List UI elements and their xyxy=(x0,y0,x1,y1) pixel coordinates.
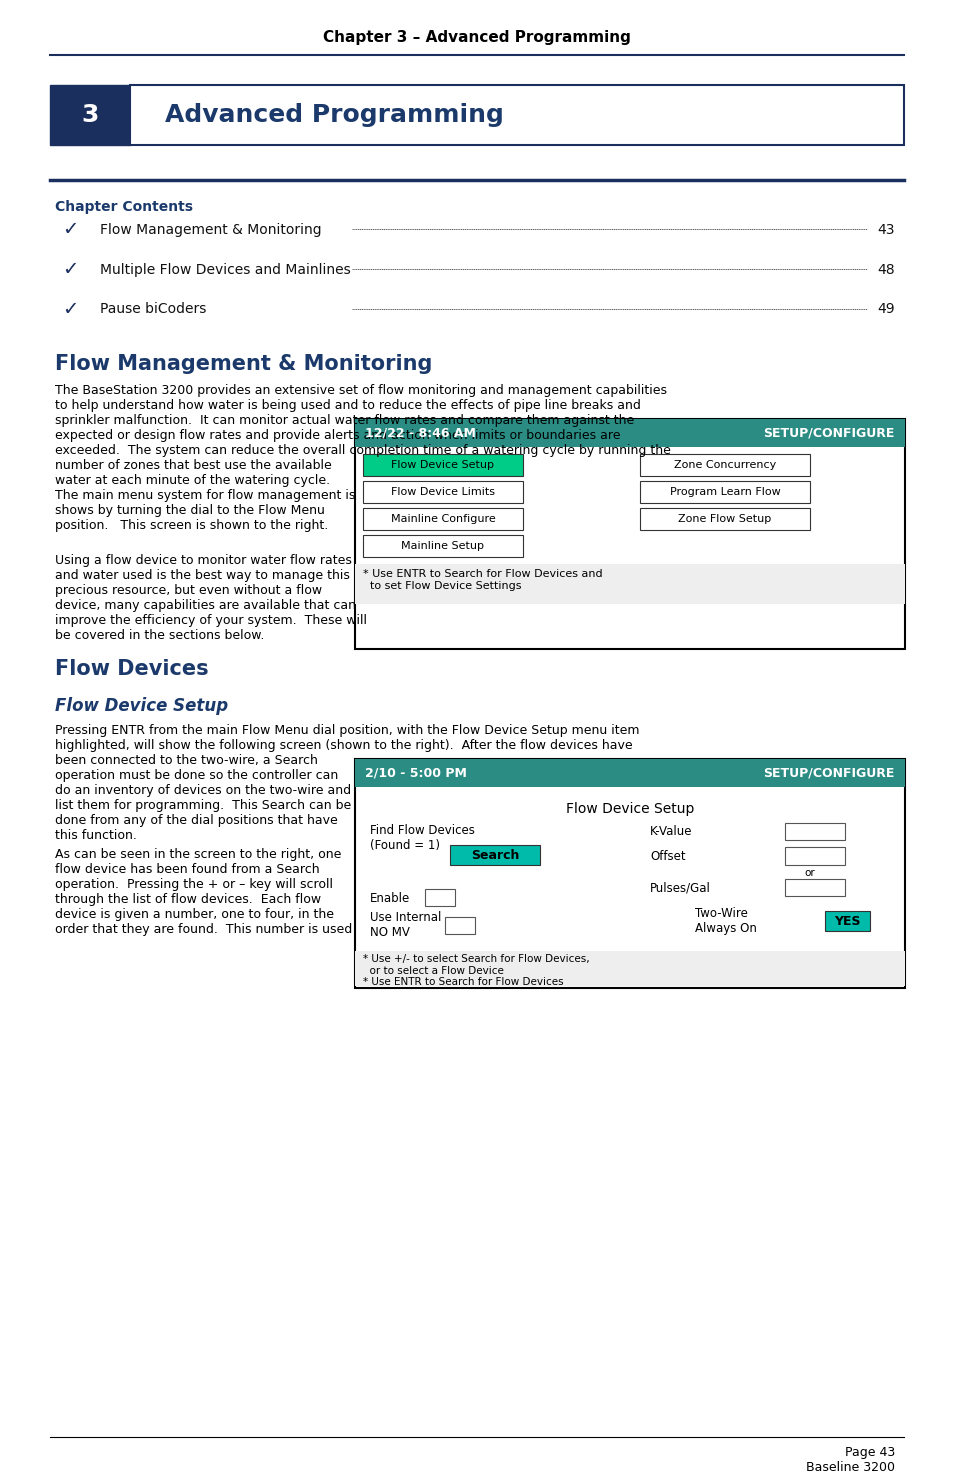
Text: water at each minute of the watering cycle.: water at each minute of the watering cyc… xyxy=(55,473,330,487)
Text: 48: 48 xyxy=(877,263,894,276)
Bar xyxy=(639,507,809,530)
Bar xyxy=(450,845,539,866)
Text: improve the efficiency of your system.  These will: improve the efficiency of your system. T… xyxy=(55,614,367,627)
Text: exceeded.  The system can reduce the overall completion time of a watering cycle: exceeded. The system can reduce the over… xyxy=(55,444,670,457)
Text: Two-Wire
Always On: Two-Wire Always On xyxy=(695,907,756,935)
Bar xyxy=(639,481,809,503)
Text: been connected to the two-wire, a Search: been connected to the two-wire, a Search xyxy=(55,754,317,767)
Text: SETUP/CONFIGURE: SETUP/CONFIGURE xyxy=(762,766,894,779)
Text: or: or xyxy=(803,869,815,879)
Text: this function.: this function. xyxy=(55,829,136,842)
Text: flow device has been found from a Search: flow device has been found from a Search xyxy=(55,863,319,876)
Bar xyxy=(784,823,844,841)
Text: Search: Search xyxy=(471,850,518,861)
Text: and water used is the best way to manage this: and water used is the best way to manage… xyxy=(55,569,350,583)
Bar xyxy=(363,481,522,503)
Bar xyxy=(130,86,903,145)
Text: done from any of the dial positions that have: done from any of the dial positions that… xyxy=(55,814,337,826)
Text: Flow Device Setup: Flow Device Setup xyxy=(55,696,228,715)
Bar xyxy=(784,848,844,866)
Bar xyxy=(424,889,455,906)
Text: As can be seen in the screen to the right, one: As can be seen in the screen to the righ… xyxy=(55,848,341,861)
Text: Flow Device Setup: Flow Device Setup xyxy=(565,801,694,816)
Text: through the list of flow devices.  Each flow: through the list of flow devices. Each f… xyxy=(55,894,321,907)
Text: 43: 43 xyxy=(877,223,894,236)
Text: expected or design flow rates and provide alerts and action when limits or bound: expected or design flow rates and provid… xyxy=(55,429,619,442)
Text: be covered in the sections below.: be covered in the sections below. xyxy=(55,628,264,642)
Text: to help understand how water is being used and to reduce the effects of pipe lin: to help understand how water is being us… xyxy=(55,400,640,413)
Text: ✓: ✓ xyxy=(62,260,78,279)
Text: Advanced Programming: Advanced Programming xyxy=(165,103,503,127)
Text: ✓: ✓ xyxy=(62,220,78,239)
Bar xyxy=(363,535,522,558)
Text: Page 43: Page 43 xyxy=(843,1446,894,1459)
Text: Program Learn Flow: Program Learn Flow xyxy=(669,487,780,497)
Bar xyxy=(355,758,904,786)
Text: * Use +/- to select Search for Flow Devices,
  or to select a Flow Device
* Use : * Use +/- to select Search for Flow Devi… xyxy=(363,954,589,987)
Text: Use Internal
NO MV: Use Internal NO MV xyxy=(370,912,441,940)
Text: Flow Device Setup: Flow Device Setup xyxy=(391,460,494,471)
Text: Mainline Setup: Mainline Setup xyxy=(401,541,484,552)
Text: position.   This screen is shown to the right.: position. This screen is shown to the ri… xyxy=(55,519,328,532)
Text: list them for programming.  This Search can be: list them for programming. This Search c… xyxy=(55,798,351,811)
Text: shows by turning the dial to the Flow Menu: shows by turning the dial to the Flow Me… xyxy=(55,504,325,518)
Text: The main menu system for flow management is: The main menu system for flow management… xyxy=(55,490,355,502)
Text: Flow Management & Monitoring: Flow Management & Monitoring xyxy=(55,354,432,375)
Text: Offset: Offset xyxy=(649,850,685,863)
Text: Pressing ENTR from the main Flow Menu dial position, with the Flow Device Setup : Pressing ENTR from the main Flow Menu di… xyxy=(55,724,639,736)
Bar xyxy=(639,454,809,476)
Text: operation.  Pressing the + or – key will scroll: operation. Pressing the + or – key will … xyxy=(55,879,333,891)
Text: * Use ENTR to Search for Flow Devices and
  to set Flow Device Settings: * Use ENTR to Search for Flow Devices an… xyxy=(363,569,602,590)
Text: 2/10 - 5:00 PM: 2/10 - 5:00 PM xyxy=(365,766,466,779)
Text: Chapter 3 – Advanced Programming: Chapter 3 – Advanced Programming xyxy=(323,31,630,46)
Text: Flow Devices: Flow Devices xyxy=(55,659,209,679)
Bar xyxy=(50,86,130,145)
Bar xyxy=(355,951,904,987)
Bar xyxy=(355,419,904,649)
Text: Baseline 3200: Baseline 3200 xyxy=(805,1460,894,1474)
Text: device is given a number, one to four, in the: device is given a number, one to four, i… xyxy=(55,909,334,922)
Text: order that they are found.  This number is used: order that they are found. This number i… xyxy=(55,923,352,937)
Text: Enable: Enable xyxy=(370,892,410,904)
Text: Multiple Flow Devices and Mainlines: Multiple Flow Devices and Mainlines xyxy=(100,263,351,276)
Text: The BaseStation 3200 provides an extensive set of flow monitoring and management: The BaseStation 3200 provides an extensi… xyxy=(55,385,666,397)
Text: precious resource, but even without a flow: precious resource, but even without a fl… xyxy=(55,584,322,597)
Text: Mainline Configure: Mainline Configure xyxy=(390,515,495,524)
Text: highlighted, will show the following screen (shown to the right).  After the flo: highlighted, will show the following scr… xyxy=(55,739,632,752)
Text: 49: 49 xyxy=(877,302,894,317)
Text: do an inventory of devices on the two-wire and: do an inventory of devices on the two-wi… xyxy=(55,783,351,796)
Text: ✓: ✓ xyxy=(62,299,78,319)
Bar xyxy=(355,419,904,447)
Text: 12/22 - 8:46 AM: 12/22 - 8:46 AM xyxy=(365,426,476,440)
Text: Find Flow Devices
(Found = 1): Find Flow Devices (Found = 1) xyxy=(370,825,475,853)
Text: Pause biCoders: Pause biCoders xyxy=(100,302,206,317)
Bar xyxy=(355,758,904,988)
Text: YES: YES xyxy=(833,914,860,928)
Text: operation must be done so the controller can: operation must be done so the controller… xyxy=(55,768,338,782)
Text: K-Value: K-Value xyxy=(649,825,692,838)
Text: Zone Concurrency: Zone Concurrency xyxy=(673,460,776,471)
Bar xyxy=(784,879,844,897)
Text: sprinkler malfunction.  It can monitor actual water flow rates and compare them : sprinkler malfunction. It can monitor ac… xyxy=(55,414,634,428)
Text: SETUP/CONFIGURE: SETUP/CONFIGURE xyxy=(762,426,894,440)
Bar xyxy=(363,454,522,476)
Text: Flow Management & Monitoring: Flow Management & Monitoring xyxy=(100,223,321,236)
Bar xyxy=(355,563,904,603)
Bar xyxy=(363,507,522,530)
Bar xyxy=(824,912,869,931)
Text: Using a flow device to monitor water flow rates: Using a flow device to monitor water flo… xyxy=(55,555,352,566)
Text: Flow Device Limits: Flow Device Limits xyxy=(391,487,495,497)
Text: Pulses/Gal: Pulses/Gal xyxy=(649,882,710,895)
Text: number of zones that best use the available: number of zones that best use the availa… xyxy=(55,459,332,472)
Text: device, many capabilities are available that can: device, many capabilities are available … xyxy=(55,599,355,612)
Text: 3: 3 xyxy=(81,103,98,127)
Bar xyxy=(444,917,475,934)
Text: Chapter Contents: Chapter Contents xyxy=(55,199,193,214)
Text: Zone Flow Setup: Zone Flow Setup xyxy=(678,515,771,524)
